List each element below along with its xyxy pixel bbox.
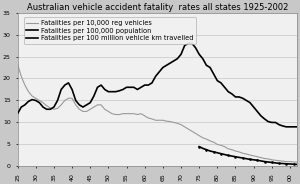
Point [277, 162, 281, 165]
Point [197, 145, 202, 148]
Point [284, 162, 289, 165]
Point [211, 151, 216, 153]
Point [226, 154, 231, 157]
Point [204, 148, 209, 151]
Point [219, 152, 224, 155]
Point [240, 157, 245, 160]
Point [255, 159, 260, 162]
Point [233, 155, 238, 158]
Point [291, 163, 296, 166]
Point [262, 160, 267, 163]
Legend: Fatalities per 10,000 reg vehicles, Fatalities per 100,000 population, Fatalitie: Fatalities per 10,000 reg vehicles, Fata… [24, 17, 196, 44]
Point [248, 158, 252, 161]
Point [269, 161, 274, 164]
Title: Australian vehicle accident fatality  rates all states 1925-2002: Australian vehicle accident fatality rat… [27, 3, 288, 12]
